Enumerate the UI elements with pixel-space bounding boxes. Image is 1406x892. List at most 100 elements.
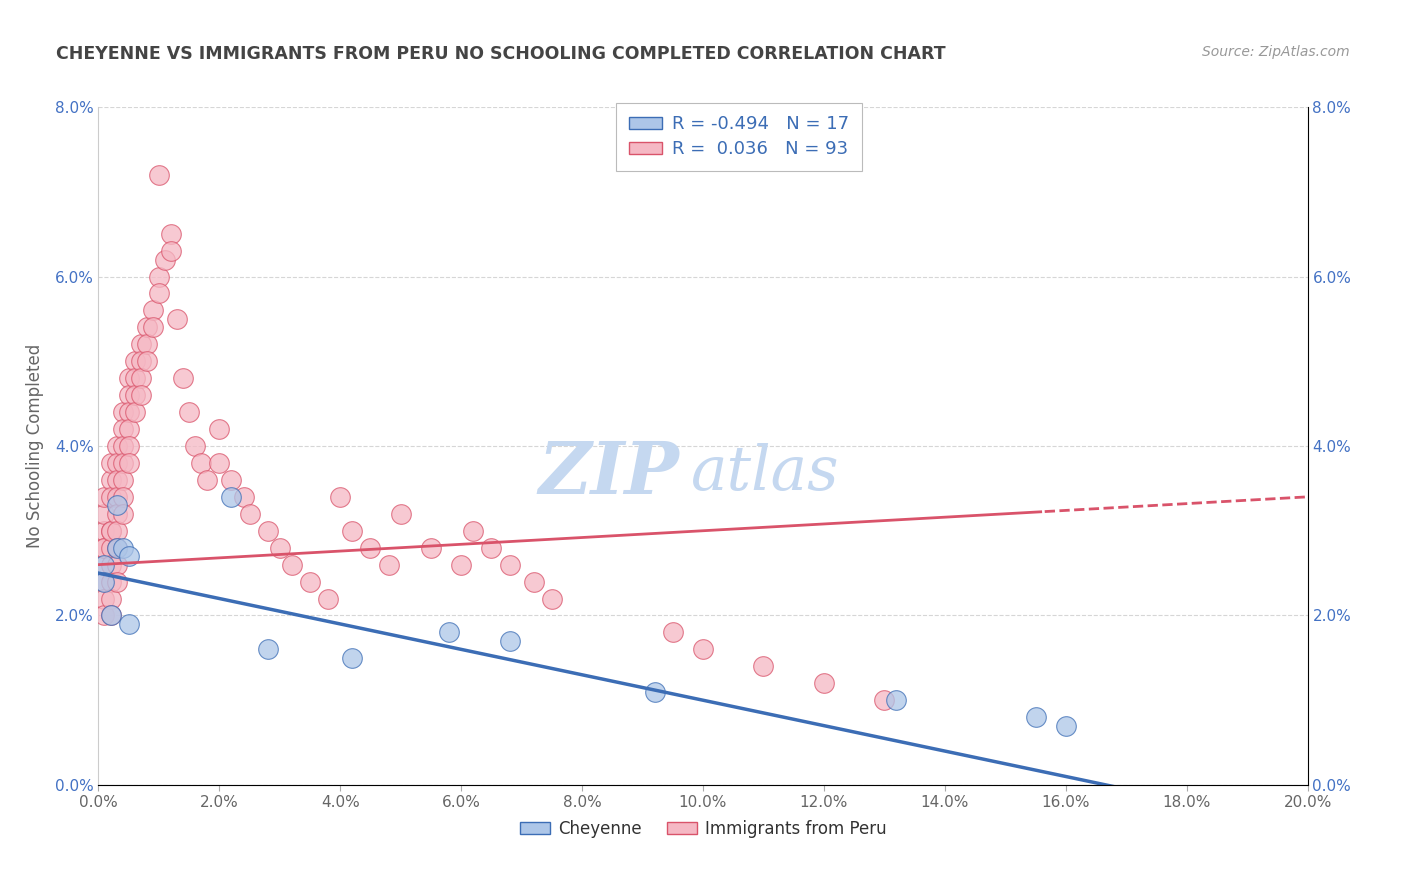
Point: [179, 405, 201, 419]
Point: [463, 524, 485, 538]
Point: [172, 371, 194, 385]
Point: [281, 558, 304, 572]
Point: [100, 591, 122, 606]
Point: [100, 541, 122, 555]
Point: [105, 574, 128, 589]
Point: [124, 405, 146, 419]
Point: [100, 490, 122, 504]
Text: CHEYENNE VS IMMIGRANTS FROM PERU NO SCHOOLING COMPLETED CORRELATION CHART: CHEYENNE VS IMMIGRANTS FROM PERU NO SCHO…: [56, 45, 946, 62]
Point: [93, 524, 115, 538]
Point: [342, 651, 364, 665]
Point: [111, 405, 134, 419]
Point: [329, 490, 352, 504]
Point: [190, 456, 212, 470]
Point: [105, 507, 128, 521]
Point: [118, 388, 141, 402]
Point: [221, 473, 243, 487]
Point: [105, 490, 128, 504]
Point: [360, 541, 382, 555]
Point: [100, 608, 122, 623]
Point: [135, 354, 157, 368]
Point: [93, 507, 115, 521]
Point: [256, 524, 278, 538]
Point: [135, 320, 157, 334]
Point: [160, 227, 183, 241]
Point: [692, 642, 714, 657]
Point: [100, 558, 122, 572]
Point: [129, 371, 152, 385]
Point: [661, 625, 683, 640]
Point: [299, 574, 322, 589]
Text: Source: ZipAtlas.com: Source: ZipAtlas.com: [1202, 45, 1350, 59]
Point: [111, 490, 134, 504]
Point: [111, 507, 134, 521]
Point: [93, 591, 115, 606]
Point: [118, 371, 141, 385]
Point: [377, 558, 399, 572]
Point: [100, 608, 122, 623]
Point: [93, 541, 115, 555]
Point: [208, 422, 231, 436]
Point: [105, 498, 128, 512]
Point: [111, 439, 134, 453]
Point: [93, 558, 115, 572]
Point: [105, 456, 128, 470]
Point: [644, 685, 666, 699]
Point: [129, 388, 152, 402]
Point: [124, 388, 146, 402]
Point: [93, 541, 115, 555]
Point: [221, 490, 243, 504]
Point: [93, 574, 115, 589]
Point: [450, 558, 472, 572]
Point: [129, 337, 152, 351]
Point: [873, 693, 896, 707]
Point: [389, 507, 412, 521]
Point: [437, 625, 460, 640]
Point: [93, 490, 115, 504]
Text: ZIP: ZIP: [538, 438, 679, 508]
Point: [523, 574, 546, 589]
Point: [118, 405, 141, 419]
Point: [118, 549, 141, 564]
Point: [1024, 710, 1046, 724]
Point: [481, 541, 503, 555]
Point: [195, 473, 218, 487]
Point: [93, 574, 115, 589]
Point: [232, 490, 254, 504]
Point: [100, 574, 122, 589]
Point: [111, 422, 134, 436]
Point: [105, 541, 128, 555]
Text: atlas: atlas: [690, 443, 839, 503]
Point: [160, 244, 183, 259]
Point: [342, 524, 364, 538]
Point: [135, 337, 157, 351]
Point: [105, 524, 128, 538]
Point: [105, 558, 128, 572]
Point: [118, 456, 141, 470]
Point: [239, 507, 262, 521]
Point: [148, 168, 170, 182]
Point: [142, 303, 165, 318]
Point: [100, 524, 122, 538]
Point: [118, 422, 141, 436]
Point: [100, 524, 122, 538]
Point: [105, 541, 128, 555]
Point: [129, 354, 152, 368]
Point: [148, 269, 170, 284]
Point: [148, 286, 170, 301]
Point: [498, 558, 520, 572]
Point: [813, 676, 835, 690]
Point: [111, 473, 134, 487]
Point: [208, 456, 231, 470]
Point: [540, 591, 562, 606]
Legend: Cheyenne, Immigrants from Peru: Cheyenne, Immigrants from Peru: [513, 814, 893, 845]
Point: [118, 617, 141, 632]
Point: [93, 558, 115, 572]
Point: [269, 541, 291, 555]
Point: [124, 371, 146, 385]
Point: [111, 541, 134, 555]
Point: [142, 320, 165, 334]
Point: [886, 693, 908, 707]
Point: [256, 642, 278, 657]
Point: [184, 439, 207, 453]
